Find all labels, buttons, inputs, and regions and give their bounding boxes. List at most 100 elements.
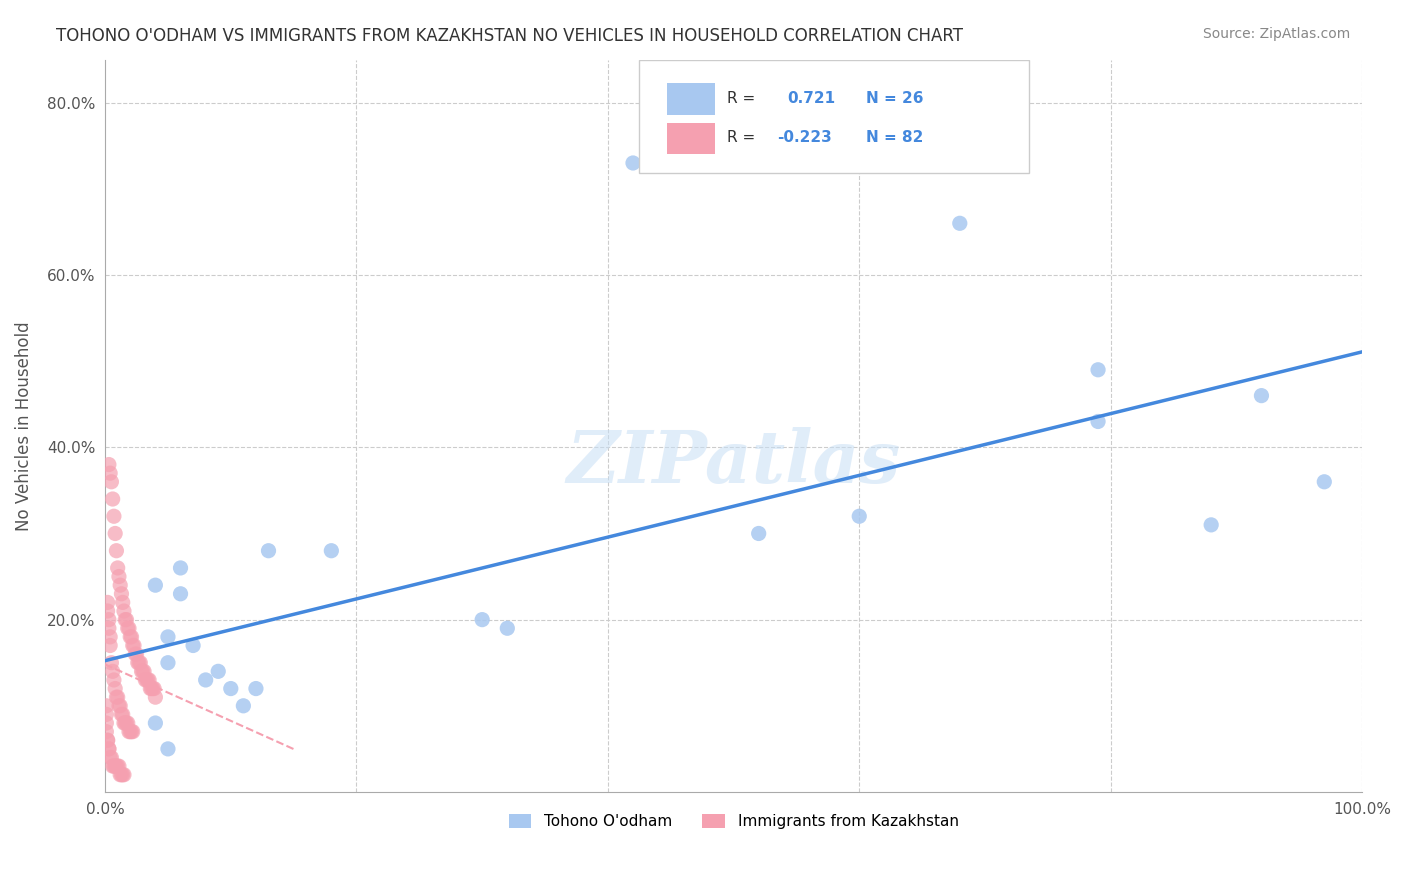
Point bbox=[207, 665, 229, 679]
Point bbox=[111, 768, 134, 782]
Point bbox=[104, 526, 127, 541]
Point bbox=[110, 587, 132, 601]
Point bbox=[145, 578, 167, 592]
Point bbox=[105, 690, 128, 705]
Point bbox=[139, 681, 162, 696]
Point bbox=[121, 724, 143, 739]
Point bbox=[96, 724, 118, 739]
Point bbox=[138, 673, 160, 687]
Point bbox=[122, 639, 145, 653]
Point bbox=[108, 578, 131, 592]
Point bbox=[748, 526, 770, 541]
Point bbox=[114, 716, 136, 731]
Point bbox=[97, 621, 120, 635]
Point bbox=[134, 673, 156, 687]
Text: ZIPatlas: ZIPatlas bbox=[567, 427, 901, 498]
Point bbox=[131, 665, 153, 679]
Point bbox=[1250, 389, 1272, 403]
Text: R =: R = bbox=[727, 130, 755, 145]
Point bbox=[100, 656, 122, 670]
Point bbox=[110, 768, 132, 782]
Point bbox=[141, 681, 163, 696]
Point bbox=[100, 475, 122, 489]
Point bbox=[471, 613, 494, 627]
Point bbox=[848, 509, 870, 524]
Point bbox=[107, 759, 129, 773]
Point bbox=[108, 698, 131, 713]
Point bbox=[97, 733, 120, 747]
Point bbox=[112, 716, 135, 731]
Point bbox=[97, 595, 120, 609]
Point bbox=[121, 639, 143, 653]
Point bbox=[194, 673, 217, 687]
Point bbox=[118, 724, 141, 739]
Point bbox=[121, 724, 143, 739]
Point bbox=[114, 613, 136, 627]
Text: TOHONO O'ODHAM VS IMMIGRANTS FROM KAZAKHSTAN NO VEHICLES IN HOUSEHOLD CORRELATIO: TOHONO O'ODHAM VS IMMIGRANTS FROM KAZAKH… bbox=[56, 27, 963, 45]
Point bbox=[219, 681, 242, 696]
Point bbox=[129, 656, 152, 670]
Point bbox=[103, 759, 125, 773]
Point bbox=[111, 595, 134, 609]
Point bbox=[105, 759, 128, 773]
Point bbox=[156, 630, 179, 644]
Point bbox=[1199, 517, 1222, 532]
Point bbox=[117, 621, 139, 635]
Bar bbox=[666, 122, 714, 154]
Point bbox=[125, 647, 148, 661]
Point bbox=[321, 543, 343, 558]
Point bbox=[949, 216, 972, 230]
Text: N = 26: N = 26 bbox=[866, 91, 922, 106]
FancyBboxPatch shape bbox=[640, 60, 1029, 173]
Point bbox=[104, 759, 127, 773]
Point bbox=[120, 724, 142, 739]
Point bbox=[181, 639, 204, 653]
Point bbox=[112, 604, 135, 618]
Point bbox=[103, 509, 125, 524]
Point bbox=[132, 665, 155, 679]
Point bbox=[132, 665, 155, 679]
Point bbox=[108, 768, 131, 782]
Point bbox=[103, 673, 125, 687]
Point bbox=[117, 716, 139, 731]
Point bbox=[108, 698, 131, 713]
Point bbox=[124, 647, 146, 661]
Point bbox=[98, 639, 121, 653]
Legend: Tohono O'odham, Immigrants from Kazakhstan: Tohono O'odham, Immigrants from Kazakhst… bbox=[502, 808, 965, 836]
Bar bbox=[666, 83, 714, 114]
Point bbox=[107, 690, 129, 705]
Point bbox=[496, 621, 519, 635]
Point bbox=[120, 630, 142, 644]
Point bbox=[96, 698, 118, 713]
Point bbox=[128, 656, 150, 670]
Point bbox=[142, 681, 165, 696]
Point bbox=[97, 613, 120, 627]
Point bbox=[118, 621, 141, 635]
Point bbox=[97, 742, 120, 756]
Point bbox=[104, 681, 127, 696]
Point bbox=[136, 673, 159, 687]
Point bbox=[111, 707, 134, 722]
Point bbox=[98, 630, 121, 644]
Point bbox=[145, 716, 167, 731]
Point bbox=[107, 561, 129, 575]
Text: N = 82: N = 82 bbox=[866, 130, 922, 145]
Point bbox=[156, 656, 179, 670]
Point bbox=[169, 587, 191, 601]
Point bbox=[1087, 415, 1109, 429]
Point bbox=[100, 750, 122, 764]
Point bbox=[96, 716, 118, 731]
Point bbox=[115, 613, 138, 627]
Point bbox=[621, 156, 644, 170]
Point bbox=[245, 681, 267, 696]
Text: -0.223: -0.223 bbox=[778, 130, 832, 145]
Point bbox=[97, 458, 120, 472]
Point bbox=[108, 569, 131, 583]
Text: R =: R = bbox=[727, 91, 755, 106]
Point bbox=[257, 543, 280, 558]
Point bbox=[101, 759, 124, 773]
Point bbox=[1313, 475, 1336, 489]
Point bbox=[127, 656, 149, 670]
Point bbox=[112, 768, 135, 782]
Point bbox=[97, 604, 120, 618]
